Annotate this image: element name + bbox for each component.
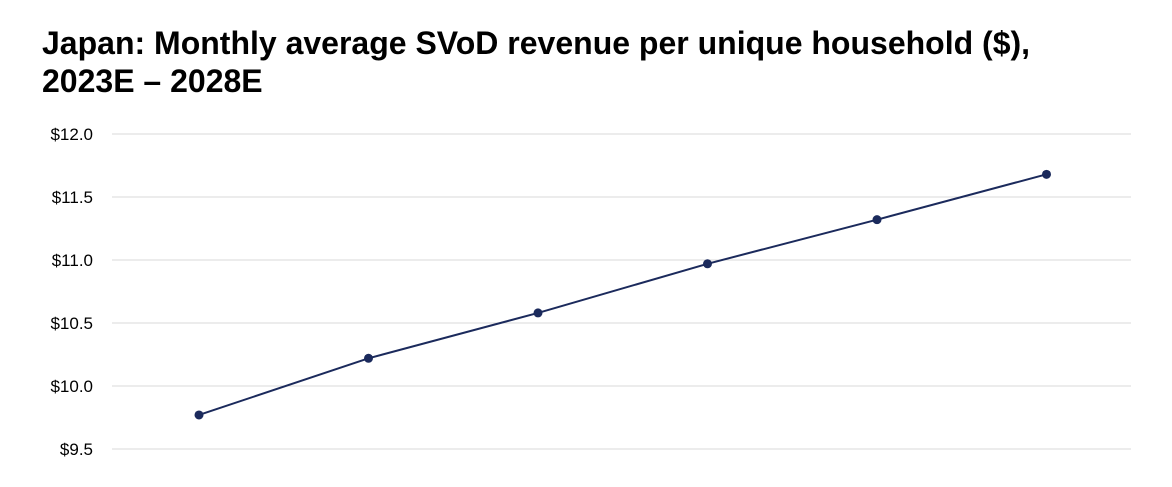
- y-tick-label: $10.5: [50, 314, 93, 333]
- y-axis-tick-labels: $9.5 $10.0 $10.5 $11.0 $11.5 $12.0: [50, 125, 93, 459]
- chart-title-line-2: 2023E – 2028E: [42, 63, 263, 99]
- y-tick-label: $9.5: [60, 440, 93, 459]
- y-tick-label: $11.0: [52, 251, 93, 270]
- data-point-2023E: [194, 410, 204, 420]
- data-point-2028E: [1042, 169, 1051, 179]
- data-point-2026E: [703, 259, 712, 269]
- gridlines: [112, 133, 1131, 450]
- y-tick-label: $10.0: [50, 377, 93, 396]
- data-series: [194, 169, 1051, 420]
- chart-title-line-1: Japan: Monthly average SVoD revenue per …: [42, 25, 1031, 61]
- data-point-2024E: [364, 353, 373, 363]
- y-tick-label: $11.5: [52, 188, 93, 207]
- series-line: [198, 173, 1047, 416]
- data-point-2027E: [872, 215, 882, 225]
- data-point-2025E: [533, 308, 543, 318]
- chart-title: Japan: Monthly average SVoD revenue per …: [42, 24, 1142, 100]
- y-tick-label: $12.0: [50, 125, 93, 144]
